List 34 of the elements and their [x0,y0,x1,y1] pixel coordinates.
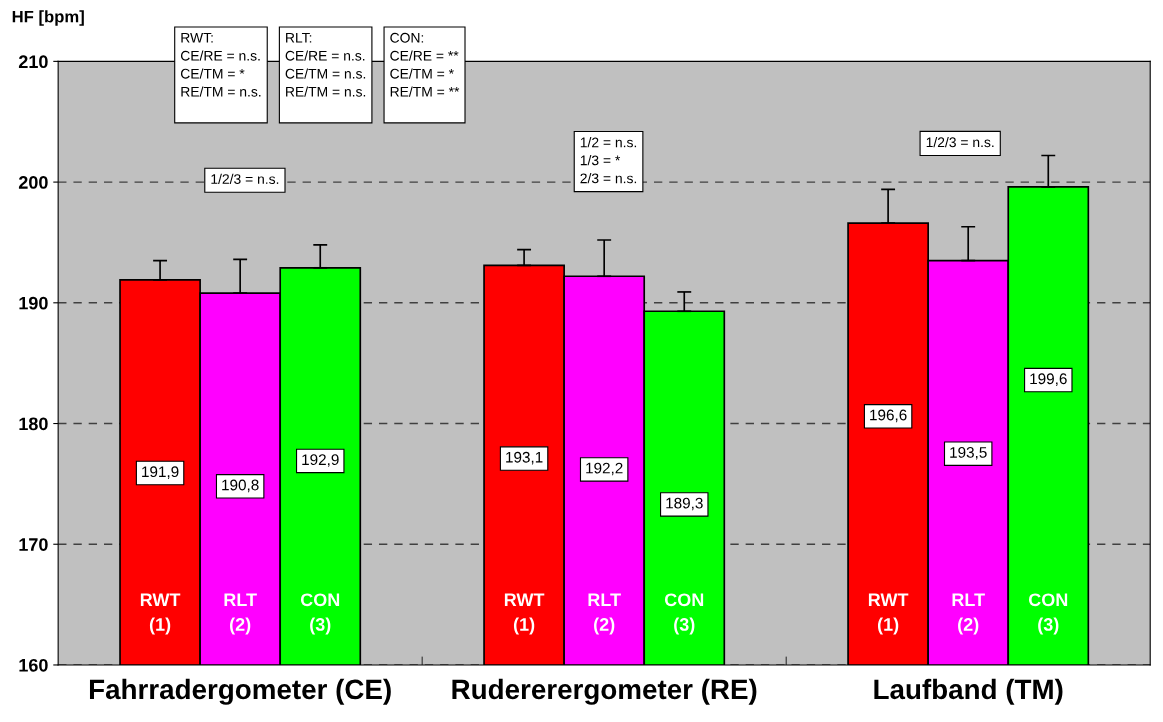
text: CON (3) [1028,593,1068,635]
data-label: 192,2 [586,462,623,476]
annotation: RWT: CE/RE = n.s. CE/TM = * RE/TM = n.s. [180,33,261,97]
annotation: 1/2/3 = n.s. [926,136,994,148]
data-label: 190,8 [222,479,259,493]
y-tick-label: 160 [19,658,48,672]
text: RLT (2) [952,593,985,635]
annotation: CON: CE/RE = ** CE/TM = * RE/TM = ** [390,32,460,97]
x-tick-label: Laufband (TM) [874,678,1063,705]
series-label: RLT (2) [224,593,257,635]
data-label: 193,1 [506,451,543,465]
y-tick-label: 190 [19,296,48,310]
annotation: RLT: CE/RE = n.s. CE/TM = n.s. RE/TM = n.s. [285,33,366,97]
text: RWT (1) [504,593,545,635]
annotation: 1/2/3 = n.s. [211,173,279,185]
y-tick-label: 180 [19,417,48,431]
data-label: 199,6 [1030,373,1067,386]
text: RWT (1) [140,593,181,635]
y-tick-label: 200 [18,176,48,189]
x-tick-label: Rudererergometer (RE) [452,678,757,705]
annotation: 1/2 = n.s. 1/3 = * 2/3 = n.s. [580,137,637,184]
x-tick-label: Fahrradergometer (CE) [89,678,391,705]
data-label: 191,9 [142,466,179,479]
data-label: 192,9 [302,454,339,467]
data-label: 189,3 [666,497,703,511]
series-label: CON (3) [300,593,340,635]
series-label: RWT (1) [868,593,909,635]
y-tick-label: 170 [19,538,48,551]
y-tick-label: 210 [18,55,48,69]
data-label: 193,5 [950,446,987,460]
data-label: 196,6 [870,409,907,423]
text: CON (3) [664,593,704,635]
text: RLT (2) [588,593,621,635]
y-axis-title: HF [bpm] [12,10,84,26]
